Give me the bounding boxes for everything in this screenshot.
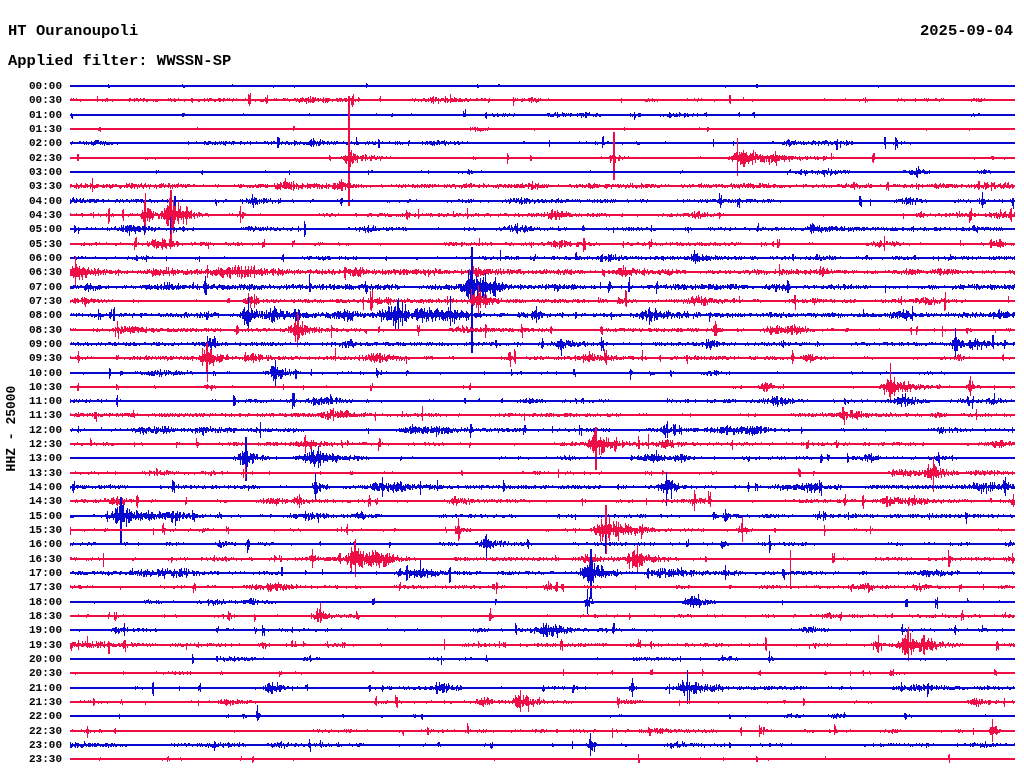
row-time-label: 12:30 [4, 439, 62, 450]
row-time-label: 18:00 [4, 597, 62, 608]
row-time-label: 08:30 [4, 325, 62, 336]
row-time-label: 07:30 [4, 296, 62, 307]
row-time-label: 11:30 [4, 410, 62, 421]
row-time-label: 21:00 [4, 683, 62, 694]
row-time-label: 00:30 [4, 95, 62, 106]
row-time-label: 14:00 [4, 482, 62, 493]
row-time-label: 17:30 [4, 582, 62, 593]
row-time-label: 10:30 [4, 382, 62, 393]
row-time-label: 19:30 [4, 640, 62, 651]
row-time-label: 21:30 [4, 697, 62, 708]
row-time-label: 23:30 [4, 754, 62, 765]
row-time-label: 01:30 [4, 124, 62, 135]
row-time-label: 20:30 [4, 668, 62, 679]
row-time-label: 03:00 [4, 167, 62, 178]
row-time-label: 15:00 [4, 511, 62, 522]
helicorder-page: HT Ouranoupoli 2025-09-04 Applied filter… [0, 0, 1024, 780]
row-time-label: 15:30 [4, 525, 62, 536]
filter-label: Applied filter: WWSSN-SP [8, 52, 231, 70]
row-time-label: 10:00 [4, 368, 62, 379]
row-time-label: 07:00 [4, 282, 62, 293]
row-time-label: 03:30 [4, 181, 62, 192]
seismogram-canvas [0, 0, 1024, 780]
date-label: 2025-09-04 [920, 22, 1013, 40]
row-time-label: 13:30 [4, 468, 62, 479]
row-time-label: 01:00 [4, 110, 62, 121]
row-time-label: 09:30 [4, 353, 62, 364]
row-time-label: 12:00 [4, 425, 62, 436]
row-time-label: 13:00 [4, 453, 62, 464]
row-time-label: 04:00 [4, 196, 62, 207]
row-time-label: 02:30 [4, 153, 62, 164]
row-time-label: 04:30 [4, 210, 62, 221]
row-time-label: 18:30 [4, 611, 62, 622]
row-time-label: 22:00 [4, 711, 62, 722]
row-time-label: 16:30 [4, 554, 62, 565]
row-time-label: 08:00 [4, 310, 62, 321]
row-time-label: 22:30 [4, 726, 62, 737]
row-time-label: 09:00 [4, 339, 62, 350]
row-time-label: 05:00 [4, 224, 62, 235]
row-time-label: 02:00 [4, 138, 62, 149]
station-title: HT Ouranoupoli [8, 22, 138, 40]
row-time-label: 06:30 [4, 267, 62, 278]
row-time-label: 17:00 [4, 568, 62, 579]
row-time-label: 14:30 [4, 496, 62, 507]
row-time-label: 16:00 [4, 539, 62, 550]
row-time-label: 00:00 [4, 81, 62, 92]
row-time-label: 23:00 [4, 740, 62, 751]
row-time-label: 20:00 [4, 654, 62, 665]
row-time-label: 05:30 [4, 239, 62, 250]
row-time-label: 06:00 [4, 253, 62, 264]
row-time-label: 11:00 [4, 396, 62, 407]
row-time-label: 19:00 [4, 625, 62, 636]
